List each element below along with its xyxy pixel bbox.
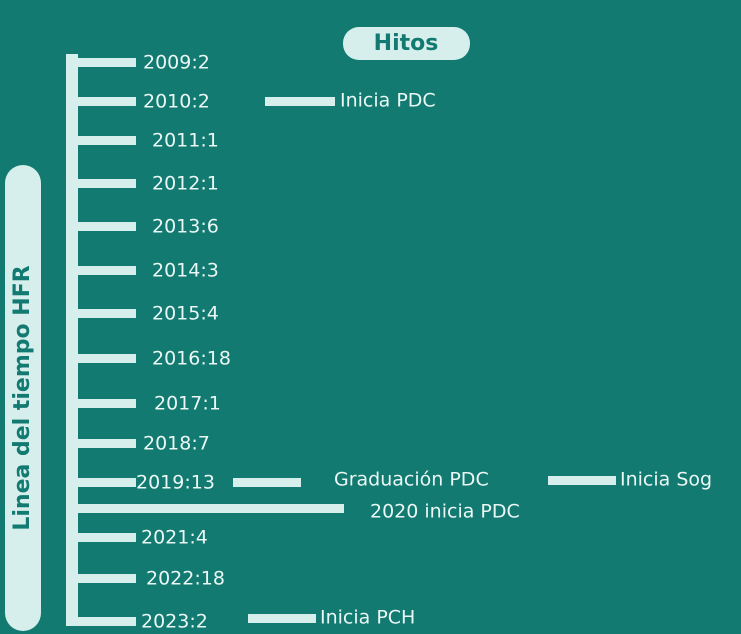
milestone: 2020 inicia PDC: [370, 501, 520, 523]
year-tick: [66, 354, 136, 363]
year-label: 2017:1: [154, 393, 221, 415]
year-label: 2013:6: [152, 216, 219, 238]
year-label: 2016:18: [152, 348, 231, 370]
year-tick: [66, 136, 136, 145]
connector: [248, 614, 316, 623]
year-label: 2014:3: [152, 260, 219, 282]
year-label: 2011:1: [152, 130, 219, 152]
year-label: 2018:7: [143, 433, 210, 455]
year-label: 2021:4: [141, 527, 208, 549]
year-tick: [66, 617, 136, 626]
year-label: 2019:13: [136, 472, 215, 494]
year-tick: [66, 97, 136, 106]
connector: [548, 476, 616, 485]
milestone: Inicia PDC: [340, 90, 436, 112]
side-label: Linea del tiempo HFR: [10, 265, 35, 530]
year-label: 2012:1: [152, 173, 219, 195]
timeline-branch: [66, 504, 344, 513]
title-pill: [343, 27, 470, 60]
title: Hitos: [374, 31, 439, 56]
year-tick: [66, 179, 136, 188]
year-tick: [66, 58, 136, 67]
year-tick: [66, 574, 136, 583]
year-label: 2009:2: [143, 52, 210, 74]
year-tick: [66, 266, 136, 275]
year-tick: [66, 222, 136, 231]
year-tick: [66, 309, 136, 318]
connector: [265, 97, 335, 106]
year-label: 2015:4: [152, 303, 219, 325]
year-tick: [66, 533, 136, 542]
side-pill: [5, 165, 41, 631]
year-label: 2010:2: [143, 91, 210, 113]
year-label: 2023:2: [141, 611, 208, 633]
year-label: 2022:18: [146, 568, 225, 590]
milestone: Inicia PCH: [320, 607, 415, 629]
year-tick: [66, 439, 136, 448]
year-tick: [66, 399, 136, 408]
milestone: Inicia Sog: [620, 469, 712, 491]
year-tick: [66, 478, 136, 487]
milestone: Graduación PDC: [334, 469, 489, 491]
connector: [233, 478, 301, 487]
